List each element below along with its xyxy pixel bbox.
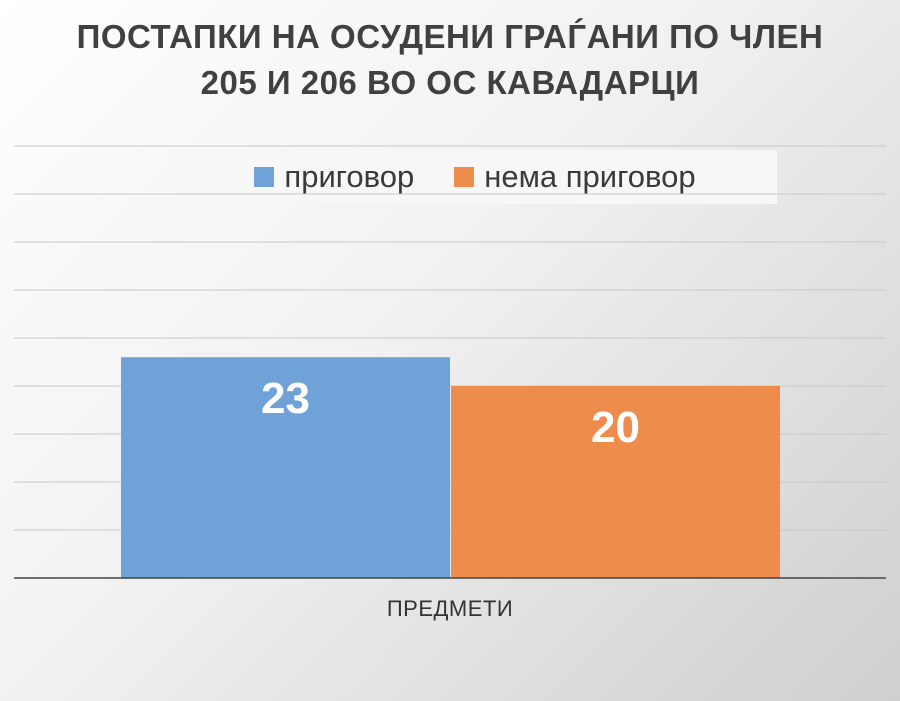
- chart-title-line-1: ПОСТАПКИ НА ОСУДЕНИ ГРАЃАНИ ПО ЧЛЕН: [76, 18, 824, 55]
- bar-nema-prigovor: [451, 386, 780, 578]
- chart-title: ПОСТАПКИ НА ОСУДЕНИ ГРАЃАНИ ПО ЧЛЕН 205 …: [0, 14, 900, 106]
- legend-label-prigovor: приговор: [284, 159, 415, 194]
- legend-label-nema-prigovor: нема приговор: [484, 159, 696, 194]
- data-label-nema-prigovor: 20: [591, 403, 640, 452]
- data-label-prigovor: 23: [261, 374, 310, 423]
- bar-prigovor: [121, 357, 450, 578]
- chart-title-line-2: 205 И 206 ВО ОС КАВАДАРЦИ: [200, 64, 700, 101]
- legend-item-prigovor: приговор: [254, 159, 414, 195]
- category-label: ПРЕДМЕТИ: [386, 596, 514, 621]
- legend-swatch-nema-prigovor: [454, 167, 475, 187]
- legend-item-nema-prigovor: нема приговор: [454, 159, 696, 195]
- legend-swatch-prigovor: [254, 167, 275, 187]
- legend: приговор нема приговор: [173, 150, 777, 204]
